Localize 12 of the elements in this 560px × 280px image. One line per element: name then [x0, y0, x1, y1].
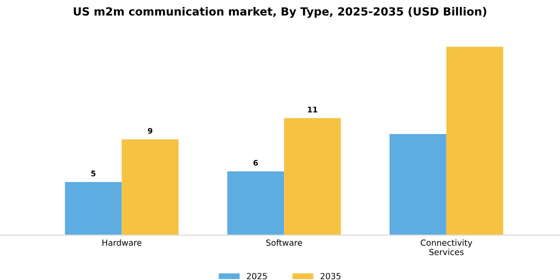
legend-label: 2035: [320, 272, 340, 280]
x-tick-label: Hardware: [102, 239, 142, 246]
bar: [122, 139, 179, 236]
bar: [390, 134, 446, 236]
bar: [446, 46, 504, 236]
chart-title: US m2m communication market, By Type, 2025-2035 (USD Billion): [74, 7, 486, 18]
bar: [284, 118, 341, 236]
x-tick-label: Software: [266, 239, 302, 246]
bar: [64, 182, 122, 236]
x-tick-label: Connectivity Services: [420, 239, 472, 256]
bar: [227, 171, 284, 236]
legend-label: 2025: [246, 272, 267, 280]
